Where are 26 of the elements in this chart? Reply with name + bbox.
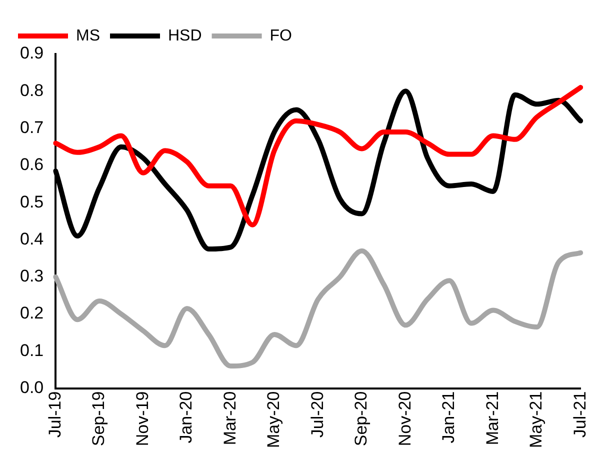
- x-tick-label: Sep-20: [352, 391, 371, 446]
- legend-label: HSD: [168, 27, 202, 44]
- x-tick-label: Nov-20: [395, 391, 414, 446]
- x-tick-label: Jul-19: [45, 391, 64, 438]
- x-tick-label: Sep-19: [89, 391, 108, 446]
- x-tick-label: Nov-19: [132, 391, 152, 446]
- x-tick-label: Jan-21: [439, 391, 458, 444]
- x-tick-label: Jan-20: [176, 391, 196, 444]
- y-tick-label: 0.4: [20, 229, 44, 248]
- x-tick-label: Mar-20: [220, 391, 240, 446]
- y-tick-label: 0.6: [20, 155, 44, 174]
- x-tick-label: May-21: [526, 391, 546, 448]
- y-tick-label: 0.0: [20, 378, 44, 397]
- y-tick-label: 0.7: [20, 118, 44, 137]
- y-tick-label: 0.8: [20, 80, 44, 100]
- y-tick-label: 0.3: [20, 266, 44, 286]
- y-tick-label: 0.9: [20, 44, 44, 63]
- x-tick-label: Jul-20: [308, 391, 327, 438]
- legend-label: FO: [270, 27, 292, 44]
- y-tick-label: 0.1: [20, 340, 44, 360]
- legend-label: MS: [76, 27, 100, 44]
- y-tick-label: 0.2: [20, 304, 44, 323]
- y-tick-label: 0.5: [20, 192, 44, 212]
- x-tick-label: Mar-21: [482, 391, 502, 446]
- x-tick-label: May-20: [264, 391, 284, 448]
- x-tick-label: Jul-21: [570, 391, 590, 438]
